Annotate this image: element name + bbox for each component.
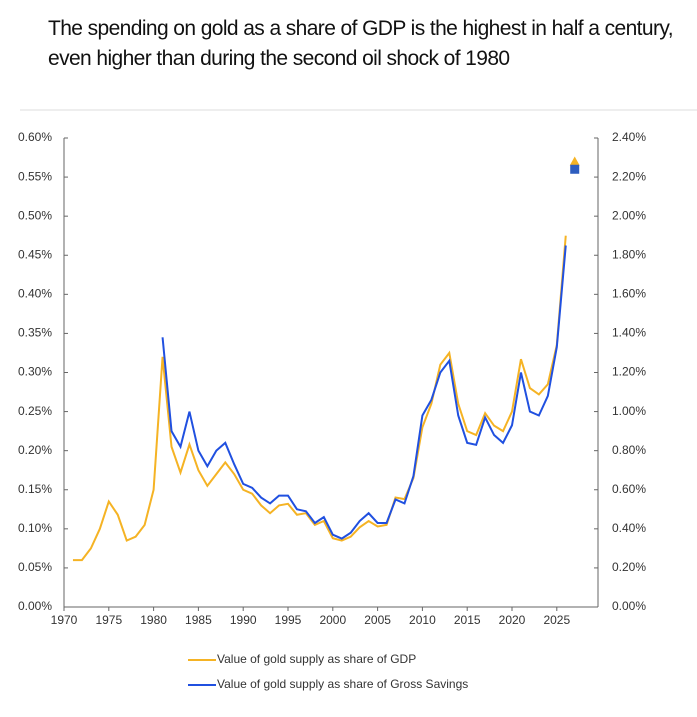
point-marker: [569, 156, 580, 166]
series-line: [161, 245, 567, 540]
y-tick-label: 0.05%: [18, 560, 52, 574]
y2-tick-label: 0.80%: [612, 443, 646, 457]
y2-tick-label: 2.40%: [612, 130, 646, 144]
x-tick-label: 1990: [230, 613, 257, 627]
y-tick-label: 0.45%: [18, 247, 52, 261]
y2-tick-label: 0.00%: [612, 599, 646, 613]
y-tick-label: 0.60%: [18, 130, 52, 144]
chart-title: The spending on gold as a share of GDP i…: [48, 17, 674, 70]
x-tick-label: 1985: [185, 613, 212, 627]
y2-tick-label: 1.20%: [612, 365, 646, 379]
y2-tick-label: 0.60%: [612, 482, 646, 496]
legend-label: Value of gold supply as share of GDP: [217, 652, 416, 666]
y-tick-label: 0.00%: [18, 599, 52, 613]
x-tick-label: 1995: [275, 613, 302, 627]
y2-tick-label: 1.00%: [612, 404, 646, 418]
y2-tick-label: 2.20%: [612, 169, 646, 183]
y2-tick-label: 1.80%: [612, 247, 646, 261]
y-tick-label: 0.40%: [18, 287, 52, 301]
x-tick-label: 2000: [319, 613, 346, 627]
x-tick-label: 2020: [499, 613, 526, 627]
y2-tick-label: 0.40%: [612, 521, 646, 535]
y2-tick-label: 2.00%: [612, 208, 646, 222]
y-tick-label: 0.50%: [18, 208, 52, 222]
y2-tick-label: 1.40%: [612, 326, 646, 340]
y-tick-label: 0.10%: [18, 521, 52, 535]
legend-label: Value of gold supply as share of Gross S…: [217, 677, 468, 691]
y2-tick-label: 0.20%: [612, 560, 646, 574]
point-marker: [570, 164, 580, 174]
y-tick-label: 0.25%: [18, 404, 52, 418]
series-line: [72, 235, 567, 562]
x-tick-label: 2025: [543, 613, 570, 627]
y-tick-label: 0.55%: [18, 169, 52, 183]
y-tick-label: 0.15%: [18, 482, 52, 496]
x-tick-label: 2010: [409, 613, 436, 627]
y-tick-label: 0.35%: [18, 326, 52, 340]
x-tick-label: 2015: [454, 613, 481, 627]
x-tick-label: 1980: [140, 613, 167, 627]
x-tick-label: 1975: [95, 613, 122, 627]
x-tick-label: 1970: [51, 613, 78, 627]
y-tick-label: 0.30%: [18, 365, 52, 379]
y2-tick-label: 1.60%: [612, 287, 646, 301]
x-tick-label: 2005: [364, 613, 391, 627]
y-tick-label: 0.20%: [18, 443, 52, 457]
